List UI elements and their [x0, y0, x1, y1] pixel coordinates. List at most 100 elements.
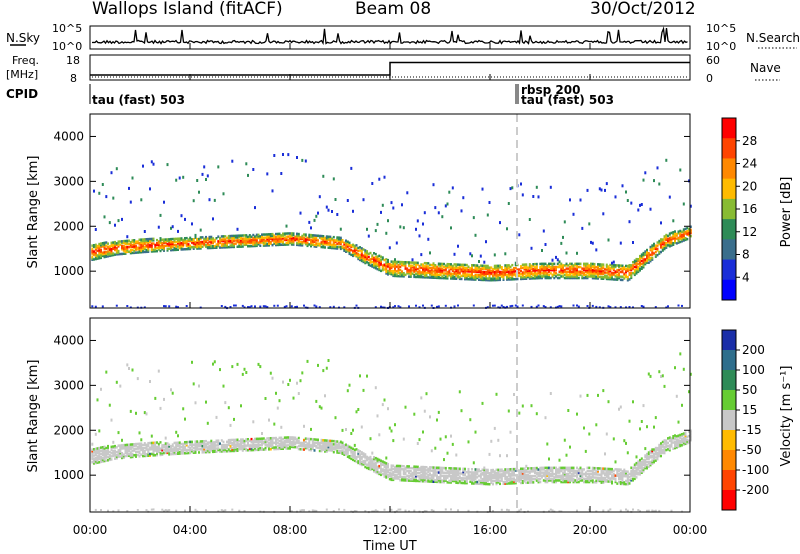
scatter-cell — [576, 276, 578, 280]
scatter-cell — [306, 447, 309, 450]
scatter-cell — [131, 243, 134, 247]
scatter-cell — [175, 178, 178, 182]
scatter-cell — [663, 244, 666, 248]
scatter-cell — [413, 468, 416, 472]
scatter-cell — [374, 464, 377, 468]
scatter-cell — [304, 238, 307, 241]
scatter-cell — [397, 268, 400, 272]
scatter-cell — [548, 268, 550, 272]
scatter-cell — [236, 234, 239, 237]
scatter-cell — [404, 509, 407, 512]
scatter-cell — [157, 245, 160, 248]
scatter-cell — [345, 428, 347, 431]
scatter-cell — [278, 439, 281, 443]
scatter-cell — [434, 446, 437, 450]
scatter-cell — [283, 436, 286, 439]
scatter-cell — [247, 245, 249, 248]
scatter-cell — [401, 203, 403, 207]
scatter-cell — [327, 442, 330, 446]
scatter-cell — [343, 453, 346, 456]
scatter-cell — [437, 466, 440, 469]
scatter-cell — [301, 234, 304, 238]
scatter-cell — [644, 250, 647, 253]
scatter-cell — [478, 278, 480, 281]
scatter-cell — [329, 235, 332, 239]
scatter-cell — [135, 251, 137, 254]
scatter-cell — [115, 246, 118, 250]
scatter-cell — [397, 270, 400, 273]
scatter-cell — [217, 243, 220, 246]
scatter-cell — [161, 241, 164, 245]
scatter-cell — [457, 266, 459, 270]
scatter-cell — [455, 468, 458, 472]
scatter-cell — [380, 467, 382, 470]
scatter-cell — [593, 270, 596, 274]
scatter-cell — [198, 384, 200, 388]
scatter-cell — [548, 457, 550, 461]
scatter-cell — [203, 243, 206, 247]
scatter-cell — [152, 250, 155, 253]
scatter-cell — [96, 255, 99, 259]
scatter-cell — [198, 190, 200, 194]
scatter-cell — [528, 471, 531, 475]
scatter-cell — [513, 474, 515, 477]
scatter-cell — [467, 268, 470, 272]
scatter-cell — [553, 466, 556, 470]
scatter-cell — [523, 266, 526, 269]
scatter-cell — [208, 450, 211, 454]
scatter-cell — [432, 270, 435, 273]
scatter-cell — [408, 261, 410, 264]
scatter-cell — [520, 273, 522, 276]
scatter-cell — [257, 241, 260, 244]
scatter-cell — [364, 261, 367, 265]
scatter-cell — [420, 253, 423, 257]
scatter-cell — [205, 446, 207, 449]
scatter-cell — [404, 472, 407, 476]
scatter-cell — [112, 445, 115, 448]
scatter-cell — [439, 273, 442, 277]
scatter-cell — [607, 265, 610, 268]
scatter-cell — [147, 441, 150, 445]
scatter-cell — [542, 275, 545, 278]
scatter-cell — [215, 415, 218, 419]
scatter-cell — [565, 466, 568, 470]
scatter-cell — [150, 443, 153, 446]
scatter-cell — [658, 250, 661, 254]
scatter-cell — [523, 472, 526, 475]
scatter-cell — [590, 476, 592, 479]
scatter-cell — [476, 276, 479, 280]
scatter-cell — [206, 421, 209, 425]
scatter-cell — [434, 276, 437, 279]
scatter-cell — [126, 250, 129, 254]
scatter-cell — [472, 474, 475, 477]
scatter-cell — [504, 480, 507, 484]
scatter-cell — [231, 244, 234, 247]
scatter-cell — [553, 268, 556, 272]
scatter-cell — [521, 469, 524, 472]
scatter-cell — [332, 439, 335, 443]
scatter-cell — [166, 509, 169, 512]
scatter-cell — [359, 257, 361, 260]
scatter-cell — [485, 275, 487, 279]
scatter-cell — [245, 162, 248, 166]
scatter-cell — [651, 244, 654, 247]
scatter-cell — [430, 276, 433, 279]
scatter-cell — [269, 441, 272, 445]
scatter-cell — [311, 447, 314, 450]
scatter-cell — [448, 479, 451, 483]
scatter-cell — [471, 477, 473, 480]
scatter-cell — [285, 232, 288, 235]
scatter-cell — [555, 267, 557, 270]
scatter-cell — [304, 440, 307, 444]
scatter-cell — [565, 262, 568, 266]
scatter-cell — [625, 190, 627, 194]
scatter-cell — [455, 478, 458, 481]
scatter-cell — [182, 452, 185, 455]
scatter-cell — [96, 455, 99, 458]
scatter-cell — [612, 260, 615, 264]
scatter-cell — [310, 437, 312, 441]
scatter-cell — [520, 265, 522, 268]
scatter-cell — [418, 438, 421, 442]
scatter-cell — [684, 230, 687, 234]
scatter-cell — [560, 474, 563, 477]
